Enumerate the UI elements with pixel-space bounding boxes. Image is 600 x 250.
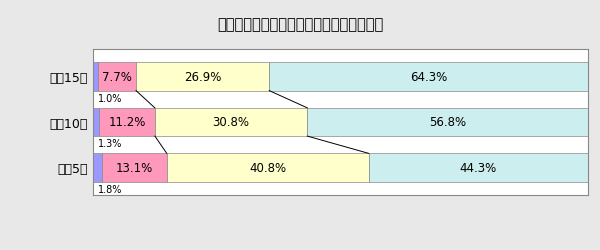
Bar xyxy=(369,154,588,182)
Bar xyxy=(100,108,155,136)
Bar xyxy=(269,63,587,91)
Text: 13.1%: 13.1% xyxy=(116,161,153,174)
Bar xyxy=(93,63,98,91)
Bar xyxy=(167,154,369,182)
Bar xyxy=(98,63,136,91)
Bar xyxy=(102,154,167,182)
Text: 自営漁業就業者数（男子）の年齢別構成比: 自営漁業就業者数（男子）の年齢別構成比 xyxy=(217,18,383,32)
Bar xyxy=(93,154,102,182)
Bar xyxy=(136,63,269,91)
Text: 30.8%: 30.8% xyxy=(212,116,250,129)
Text: 64.3%: 64.3% xyxy=(410,71,447,84)
Text: 44.3%: 44.3% xyxy=(460,161,497,174)
Text: 1.3%: 1.3% xyxy=(98,139,122,149)
Text: 26.9%: 26.9% xyxy=(184,71,221,84)
Bar xyxy=(307,108,589,136)
Text: 1.0%: 1.0% xyxy=(98,94,122,104)
Text: 56.8%: 56.8% xyxy=(430,116,466,129)
Text: 7.7%: 7.7% xyxy=(102,71,132,84)
Bar xyxy=(93,108,100,136)
Text: 40.8%: 40.8% xyxy=(249,161,286,174)
Text: 1.8%: 1.8% xyxy=(98,184,122,194)
Text: 11.2%: 11.2% xyxy=(109,116,146,129)
Bar xyxy=(155,108,307,136)
